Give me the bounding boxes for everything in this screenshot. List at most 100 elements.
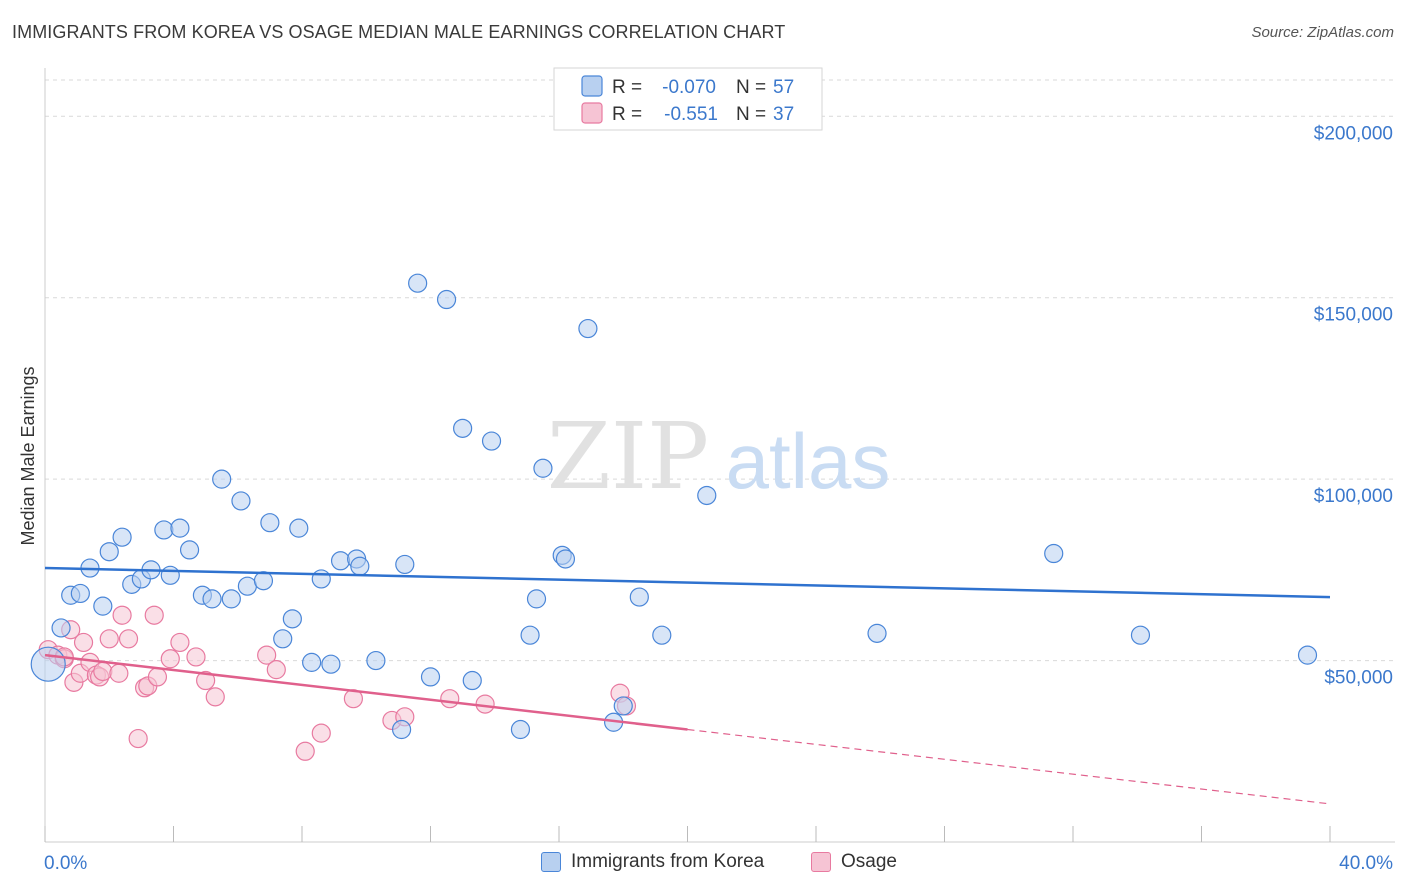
korea-point (652, 625, 672, 645)
korea-point (867, 623, 887, 643)
korea-point (408, 273, 428, 293)
korea-point (273, 629, 293, 649)
korea-point (395, 554, 415, 575)
legend-item-korea[interactable]: Immigrants from Korea (541, 851, 764, 873)
legend-n-value-1: 57 (773, 77, 794, 98)
korea-point (99, 542, 119, 562)
chart-title: IMMIGRANTS FROM KOREA VS OSAGE MEDIAN MA… (12, 22, 786, 42)
korea-point (112, 527, 132, 547)
osage-point (73, 632, 94, 653)
osage-point (311, 723, 331, 743)
korea-point (51, 618, 71, 638)
korea-point (520, 625, 540, 645)
korea-point (1130, 625, 1151, 645)
korea-trend-line (44, 566, 1331, 599)
osage-point (170, 632, 190, 653)
korea-point (697, 485, 717, 506)
legend-r-label-1: R = (612, 77, 642, 98)
korea-point (93, 596, 113, 616)
osage-trend-line (44, 653, 688, 731)
legend-r-value-2: -0.551 (664, 104, 718, 125)
osage-point (440, 689, 460, 709)
legend-n-value-2: 37 (773, 104, 794, 125)
y-tick-label: $200,000 (1314, 123, 1393, 144)
korea-point (453, 418, 473, 438)
y-tick-label: $50,000 (1324, 668, 1393, 689)
y-axis-label: Median Male Earnings (18, 366, 38, 545)
korea-point (555, 549, 576, 569)
osage-point (160, 649, 180, 669)
watermark: ZIP atlas (547, 403, 890, 510)
korea-point (436, 289, 457, 310)
korea-point (613, 696, 633, 716)
legend-swatch-pink (581, 102, 603, 124)
osage-point (128, 728, 148, 749)
korea-point (179, 540, 200, 560)
korea-point (366, 650, 386, 671)
osage-point (186, 647, 206, 667)
legend-swatch-blue (581, 75, 603, 97)
korea-point (350, 556, 370, 576)
legend-top: R = -0.070 N = 57 R = -0.551 N = 37 (553, 67, 823, 131)
osage-point (118, 629, 139, 649)
osage-point (93, 661, 113, 682)
legend-label-korea: Immigrants from Korea (571, 851, 765, 872)
korea-point (289, 518, 309, 538)
osage-point (147, 667, 168, 687)
osage-point (144, 605, 164, 625)
korea-point (202, 589, 222, 609)
korea-point (510, 719, 531, 740)
tick-labels: $50,000 $100,000 $150,000 $200,000 0.0% 40.0% (44, 123, 1393, 874)
osage-point (205, 687, 225, 707)
korea-point (526, 589, 547, 609)
korea-point (70, 583, 90, 604)
legend-label-osage: Osage (841, 851, 897, 872)
axis-layer (44, 68, 1395, 843)
korea-point (282, 609, 302, 629)
osage-point (109, 663, 129, 683)
x-tick-label-min: 0.0% (44, 853, 87, 874)
korea-point (481, 431, 502, 451)
watermark-zip: ZIP (547, 403, 709, 510)
korea-point (420, 667, 441, 687)
osage-point (112, 605, 132, 625)
osage-trend-extension (687, 728, 1331, 805)
y-tick-label: $150,000 (1314, 305, 1393, 326)
korea-point (237, 576, 257, 596)
korea-points (30, 273, 1318, 740)
korea-point (212, 469, 232, 489)
y-tick-label: $100,000 (1314, 486, 1393, 507)
x-tick-label-max: 40.0% (1339, 853, 1393, 874)
osage-point (266, 660, 286, 680)
korea-point (1297, 645, 1318, 665)
korea-point (462, 670, 482, 691)
korea-point (629, 587, 649, 607)
korea-point (330, 551, 351, 571)
korea-point (231, 491, 251, 511)
legend-n-label-2: N = (736, 104, 766, 125)
legend-r-label-2: R = (612, 104, 642, 125)
korea-point (533, 458, 553, 478)
korea-point (30, 646, 66, 682)
korea-point (311, 569, 331, 589)
korea-point (578, 318, 598, 339)
korea-point (170, 518, 190, 538)
legend-swatch-korea (541, 852, 561, 872)
legend-item-osage[interactable]: Osage (811, 851, 897, 873)
osage-point (257, 645, 277, 665)
korea-point (253, 571, 274, 591)
korea-point (302, 652, 322, 672)
korea-point (221, 589, 241, 609)
legend-r-value-1: -0.070 (662, 77, 716, 98)
legend-swatch-osage (811, 852, 831, 872)
osage-point (196, 670, 216, 691)
korea-point (391, 719, 412, 740)
korea-point (260, 513, 280, 533)
korea-point (321, 654, 341, 674)
trend-lines (44, 566, 1331, 805)
osage-point (99, 629, 119, 649)
korea-point (154, 520, 174, 540)
legend-n-label-1: N = (736, 77, 766, 98)
osage-point (295, 741, 315, 761)
